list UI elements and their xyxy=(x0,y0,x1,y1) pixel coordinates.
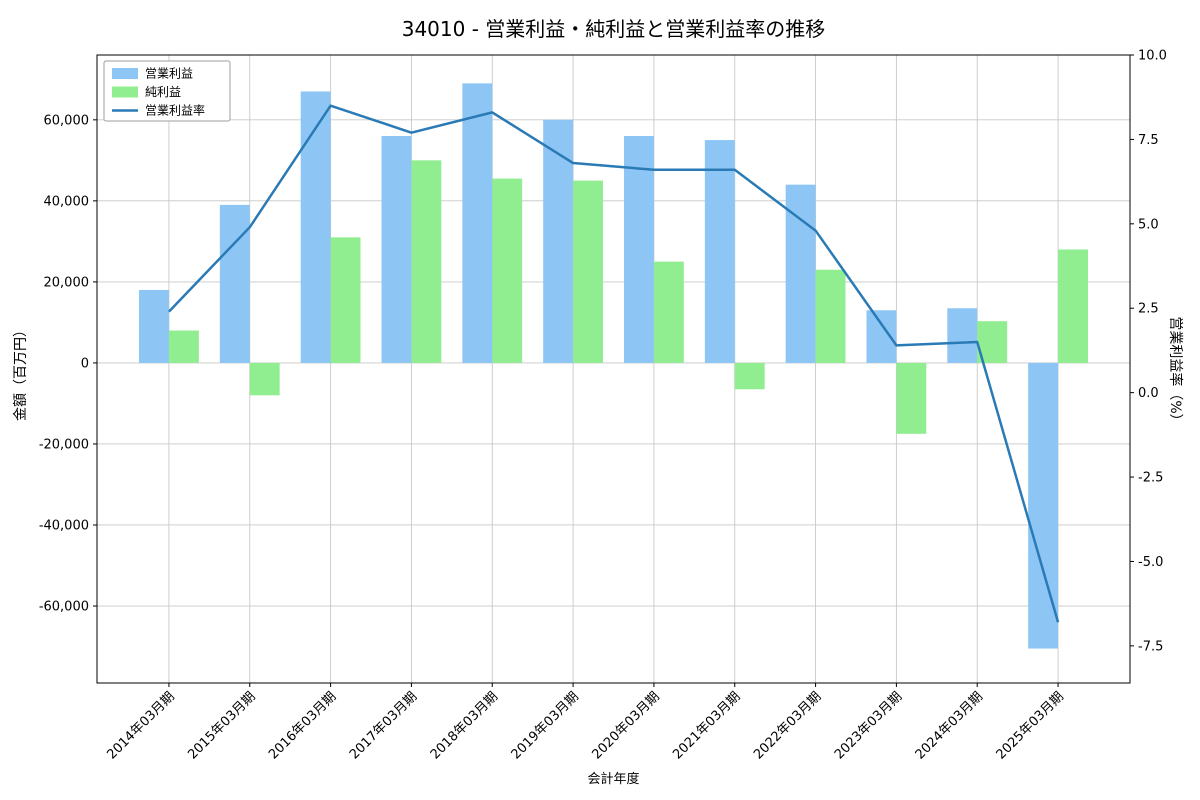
right-tick-label: -5.0 xyxy=(1138,555,1163,570)
x-tick-label: 2016年03月期 xyxy=(266,689,339,762)
legend-label: 営業利益 xyxy=(145,67,193,81)
net-profit-bars xyxy=(168,160,1088,434)
right-tick-label: 0.0 xyxy=(1138,386,1159,401)
left-tick-label: 0 xyxy=(81,356,89,371)
bar xyxy=(1058,249,1088,363)
bar xyxy=(330,237,361,363)
bar xyxy=(249,362,280,396)
x-tick-label: 2021年03月期 xyxy=(670,689,743,762)
right-tick-label: 7.5 xyxy=(1138,133,1159,148)
x-tick-label: 2014年03月期 xyxy=(104,689,177,762)
bar xyxy=(947,308,978,363)
plot-border xyxy=(96,54,1131,684)
legend-swatch xyxy=(112,86,138,98)
x-tick-label: 2015年03月期 xyxy=(185,689,258,762)
x-tick-label: 2019年03月期 xyxy=(509,689,582,762)
left-tick-label: -20,000 xyxy=(39,437,89,452)
x-tick-label: 2020年03月期 xyxy=(589,689,662,762)
left-tick-label: -40,000 xyxy=(39,518,89,533)
bar xyxy=(653,261,684,363)
right-tick-label: 5.0 xyxy=(1138,217,1159,232)
bar xyxy=(411,160,442,363)
bar xyxy=(815,269,846,363)
x-tick-label: 2024年03月期 xyxy=(913,689,986,762)
x-axis-label: 会計年度 xyxy=(587,772,640,787)
left-tick-label: 20,000 xyxy=(44,275,90,290)
bar xyxy=(168,330,199,363)
bar xyxy=(624,136,654,363)
bar xyxy=(300,91,331,363)
x-tick-label: 2018年03月期 xyxy=(428,689,501,762)
x-tick-label: 2022年03月期 xyxy=(751,689,824,762)
x-tick-label: 2023年03月期 xyxy=(832,689,905,762)
grid-lines xyxy=(97,55,1130,683)
y-axis-right: -7.5 -5.0 -2.5 0.0 2.5 5.0 7.5 10.0 xyxy=(1130,49,1167,654)
x-tick-label: 2017年03月期 xyxy=(347,689,420,762)
plot-frame xyxy=(96,54,1131,684)
line-series xyxy=(168,104,1060,623)
left-tick-label: 60,000 xyxy=(44,113,90,128)
y-axis-left: -60,000 -40,000 -20,000 0 20,000 40,000 60,000 xyxy=(39,113,97,615)
bar xyxy=(785,184,816,363)
x-axis: 2014年03月期 2015年03月期 2016年03月期 2017年03月期 2018… xyxy=(104,683,1067,763)
bar xyxy=(866,310,897,363)
legend-swatch xyxy=(112,68,138,79)
right-tick-label: 2.5 xyxy=(1138,302,1159,317)
right-tick-label: -2.5 xyxy=(1138,471,1163,486)
bar xyxy=(543,119,574,363)
right-tick-label: -7.5 xyxy=(1138,639,1163,654)
bar xyxy=(219,204,250,363)
bar xyxy=(734,362,765,390)
left-tick-label: -60,000 xyxy=(39,600,89,615)
legend-label: 営業利益率 xyxy=(145,103,205,118)
bar xyxy=(573,180,603,363)
right-tick-label: 10.0 xyxy=(1138,49,1167,64)
chart-title: 34010 - 営業利益・純利益と営業利益率の推移 xyxy=(401,17,826,41)
bar xyxy=(381,136,412,363)
x-tick-label: 2025年03月期 xyxy=(994,689,1067,762)
bar xyxy=(896,362,927,434)
bar xyxy=(704,140,735,363)
bar xyxy=(492,178,523,363)
bar xyxy=(462,83,493,363)
profit-margin-line xyxy=(168,104,1060,623)
legend-label: 純利益 xyxy=(145,85,181,99)
bar xyxy=(139,289,169,363)
left-tick-label: 40,000 xyxy=(44,194,90,209)
